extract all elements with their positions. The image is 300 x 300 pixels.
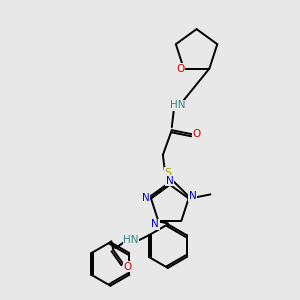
Text: HN: HN <box>123 235 139 245</box>
Text: N: N <box>166 176 174 186</box>
Text: N: N <box>189 191 196 201</box>
Text: N: N <box>142 194 150 203</box>
Text: O: O <box>177 64 185 74</box>
Text: O: O <box>192 129 201 139</box>
Text: HN: HN <box>170 100 185 110</box>
Text: S: S <box>164 168 171 178</box>
Text: N: N <box>151 220 159 230</box>
Text: O: O <box>123 262 131 272</box>
